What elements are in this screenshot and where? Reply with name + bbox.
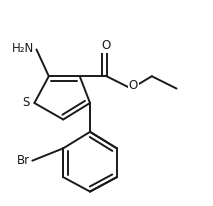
Text: O: O [129, 79, 138, 92]
Text: Br: Br [17, 154, 30, 167]
Text: H₂N: H₂N [12, 42, 35, 55]
Text: O: O [102, 39, 111, 52]
Text: S: S [22, 96, 29, 110]
